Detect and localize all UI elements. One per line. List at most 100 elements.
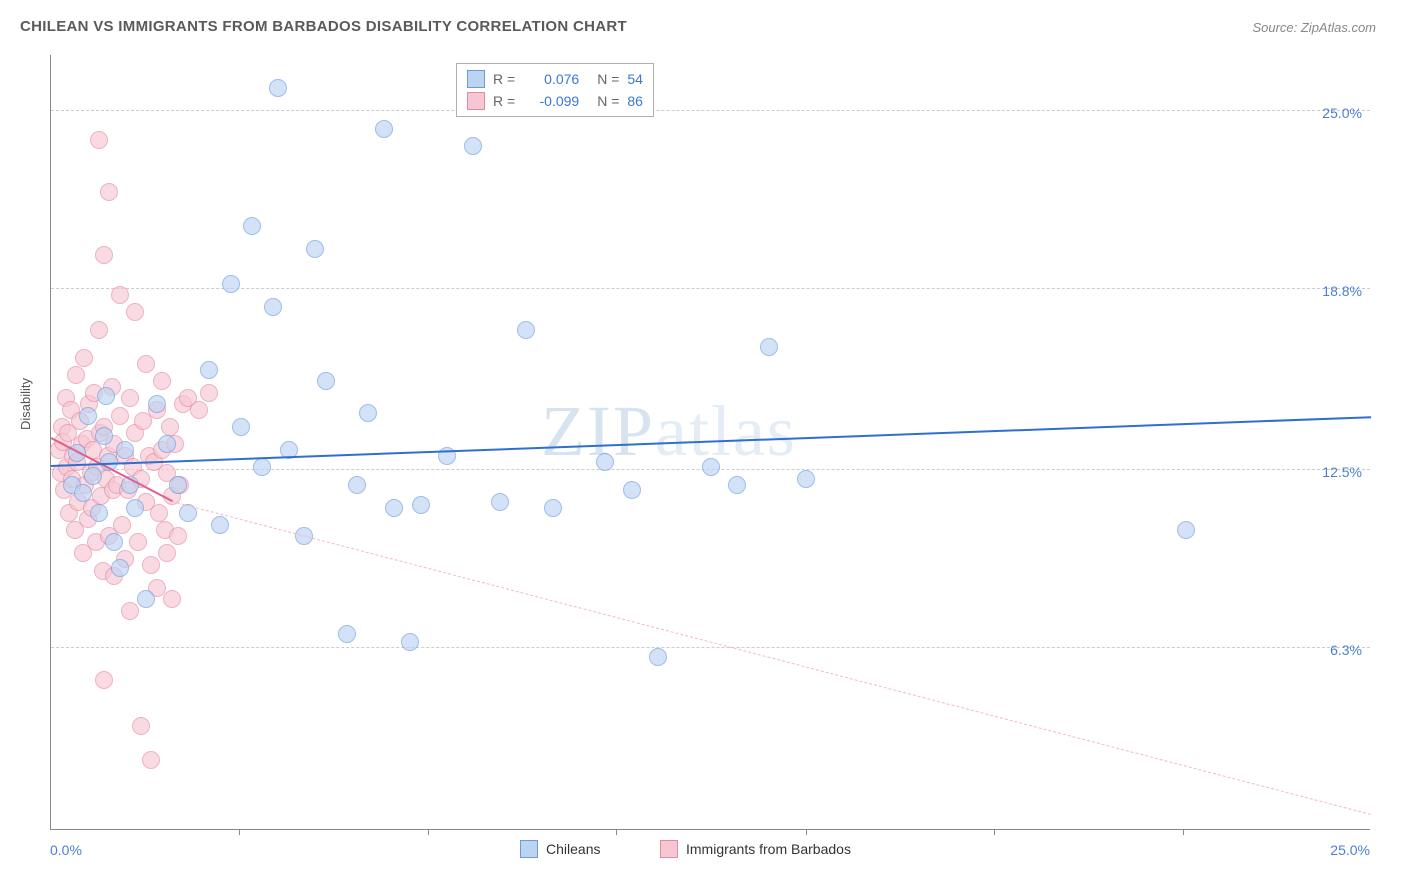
data-point bbox=[200, 361, 218, 379]
data-point bbox=[113, 516, 131, 534]
bottom-legend-2: Immigrants from Barbados bbox=[660, 840, 851, 858]
source-label: Source: ZipAtlas.com bbox=[1252, 20, 1376, 35]
stats-row: R =0.076N =54 bbox=[467, 68, 643, 90]
bottom-legend-1: Chileans bbox=[520, 840, 600, 858]
data-point bbox=[385, 499, 403, 517]
stats-n-label: N = bbox=[597, 71, 619, 87]
data-point bbox=[158, 544, 176, 562]
stats-swatch bbox=[467, 70, 485, 88]
data-point bbox=[111, 559, 129, 577]
stats-legend: R =0.076N =54R =-0.099N =86 bbox=[456, 63, 654, 117]
data-point bbox=[211, 516, 229, 534]
data-point bbox=[121, 389, 139, 407]
data-point bbox=[317, 372, 335, 390]
data-point bbox=[544, 499, 562, 517]
data-point bbox=[232, 418, 250, 436]
data-point bbox=[137, 590, 155, 608]
gridline bbox=[51, 647, 1370, 648]
data-point bbox=[728, 476, 746, 494]
xtick bbox=[1183, 829, 1184, 835]
data-point bbox=[702, 458, 720, 476]
data-point bbox=[623, 481, 641, 499]
stats-r-label: R = bbox=[493, 93, 515, 109]
data-point bbox=[75, 349, 93, 367]
data-point bbox=[169, 476, 187, 494]
ytick-label: 12.5% bbox=[1322, 464, 1362, 480]
data-point bbox=[111, 407, 129, 425]
watermark-thin: atlas bbox=[655, 391, 797, 471]
legend-label-chileans: Chileans bbox=[546, 841, 600, 857]
stats-row: R =-0.099N =86 bbox=[467, 90, 643, 112]
data-point bbox=[517, 321, 535, 339]
data-point bbox=[348, 476, 366, 494]
data-point bbox=[97, 387, 115, 405]
data-point bbox=[148, 395, 166, 413]
data-point bbox=[158, 435, 176, 453]
x-min-label: 0.0% bbox=[50, 842, 82, 858]
data-point bbox=[150, 504, 168, 522]
data-point bbox=[200, 384, 218, 402]
swatch-barbados bbox=[660, 840, 678, 858]
data-point bbox=[153, 372, 171, 390]
data-point bbox=[163, 590, 181, 608]
data-point bbox=[90, 131, 108, 149]
data-point bbox=[90, 504, 108, 522]
data-point bbox=[596, 453, 614, 471]
data-point bbox=[95, 671, 113, 689]
swatch-chileans bbox=[520, 840, 538, 858]
data-point bbox=[375, 120, 393, 138]
trend-line bbox=[172, 501, 1371, 815]
data-point bbox=[161, 418, 179, 436]
data-point bbox=[222, 275, 240, 293]
data-point bbox=[126, 499, 144, 517]
data-point bbox=[338, 625, 356, 643]
data-point bbox=[264, 298, 282, 316]
data-point bbox=[126, 303, 144, 321]
data-point bbox=[142, 751, 160, 769]
data-point bbox=[121, 602, 139, 620]
data-point bbox=[169, 527, 187, 545]
xtick bbox=[806, 829, 807, 835]
data-point bbox=[79, 407, 97, 425]
plot-area: ZIPatlas 6.3%12.5%18.8%25.0%R =0.076N =5… bbox=[50, 55, 1370, 830]
data-point bbox=[306, 240, 324, 258]
x-max-label: 25.0% bbox=[1330, 842, 1370, 858]
data-point bbox=[649, 648, 667, 666]
stats-n-value: 86 bbox=[627, 93, 643, 109]
data-point bbox=[142, 556, 160, 574]
data-point bbox=[797, 470, 815, 488]
ytick-label: 18.8% bbox=[1322, 283, 1362, 299]
ytick-label: 25.0% bbox=[1322, 105, 1362, 121]
data-point bbox=[100, 183, 118, 201]
data-point bbox=[760, 338, 778, 356]
stats-r-value: -0.099 bbox=[523, 93, 579, 109]
data-point bbox=[253, 458, 271, 476]
xtick bbox=[428, 829, 429, 835]
data-point bbox=[190, 401, 208, 419]
gridline bbox=[51, 110, 1370, 111]
chart-title: CHILEAN VS IMMIGRANTS FROM BARBADOS DISA… bbox=[20, 18, 627, 35]
stats-n-value: 54 bbox=[627, 71, 643, 87]
xtick bbox=[239, 829, 240, 835]
data-point bbox=[129, 533, 147, 551]
data-point bbox=[243, 217, 261, 235]
data-point bbox=[95, 427, 113, 445]
gridline bbox=[51, 288, 1370, 289]
data-point bbox=[111, 286, 129, 304]
data-point bbox=[67, 366, 85, 384]
data-point bbox=[84, 467, 102, 485]
xtick bbox=[994, 829, 995, 835]
stats-r-label: R = bbox=[493, 71, 515, 87]
data-point bbox=[464, 137, 482, 155]
data-point bbox=[95, 246, 113, 264]
legend-label-barbados: Immigrants from Barbados bbox=[686, 841, 851, 857]
data-point bbox=[105, 533, 123, 551]
data-point bbox=[137, 355, 155, 373]
data-point bbox=[1177, 521, 1195, 539]
y-axis-label: Disability bbox=[18, 378, 33, 430]
watermark: ZIPatlas bbox=[541, 390, 797, 473]
data-point bbox=[269, 79, 287, 97]
data-point bbox=[132, 717, 150, 735]
data-point bbox=[412, 496, 430, 514]
data-point bbox=[359, 404, 377, 422]
